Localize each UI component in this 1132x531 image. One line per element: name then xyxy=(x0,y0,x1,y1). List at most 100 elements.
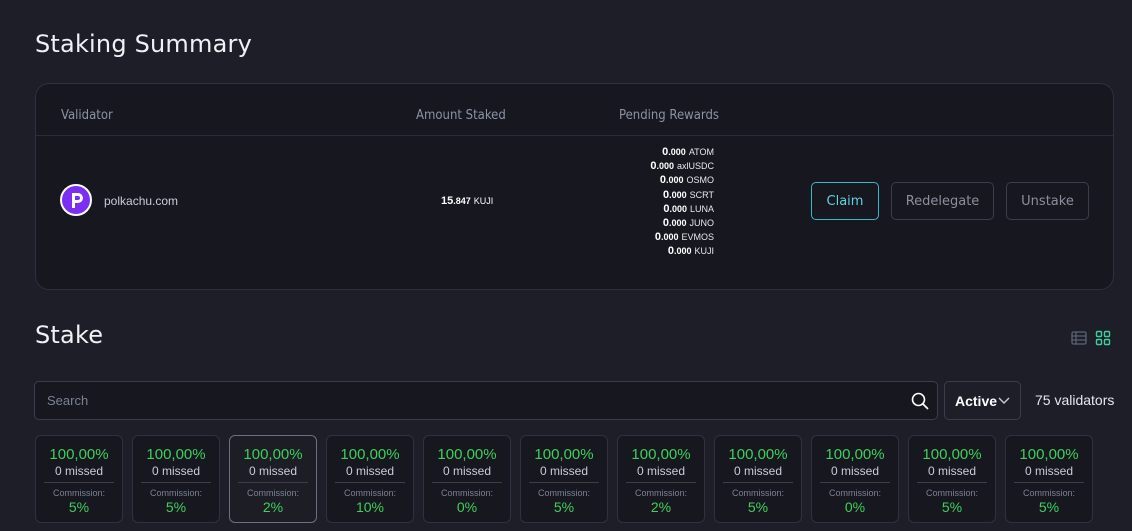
missed-blocks: 0 missed xyxy=(733,464,783,478)
reward-line: 0.000 JUNO xyxy=(650,216,714,230)
polkachu-logo-icon xyxy=(72,193,83,208)
uptime-value: 100,00% xyxy=(146,446,206,463)
commission-value: 5% xyxy=(941,499,963,515)
commission-value: 5% xyxy=(1038,499,1060,515)
commission-value: 5% xyxy=(747,499,769,515)
status-filter-select[interactable]: Active xyxy=(944,381,1021,420)
reward-decimal: .000 xyxy=(669,203,687,214)
redelegate-button[interactable]: Redelegate xyxy=(891,182,994,220)
reward-integer: 0 xyxy=(662,146,669,158)
reward-integer: 0 xyxy=(667,245,674,258)
uptime-value: 100,00% xyxy=(1019,446,1079,463)
missed-blocks: 0 missed xyxy=(442,464,492,478)
amount-decimal: .847 xyxy=(453,196,471,206)
unstake-button[interactable]: Unstake xyxy=(1006,182,1089,220)
validator-card[interactable]: 100,00% 0 missed Commission: 5% xyxy=(908,435,996,523)
commission-value: 0% xyxy=(456,499,478,515)
search-input[interactable] xyxy=(47,382,897,419)
reward-integer: 0 xyxy=(663,188,670,201)
validator-card[interactable]: 100,00% 0 missed Commission: 2% xyxy=(617,435,705,523)
uptime-value: 100,00% xyxy=(49,446,109,463)
uptime-value: 100,00% xyxy=(922,446,982,463)
validator-card[interactable]: 100,00% 0 missed Commission: 5% xyxy=(1005,435,1093,523)
commission-label: Commission: xyxy=(440,488,493,498)
staking-summary-card: Validator Amount Staked Pending Rewards … xyxy=(35,83,1114,290)
reward-denom: KUJI xyxy=(694,246,714,257)
commission-label: Commission: xyxy=(246,488,299,498)
validator-card[interactable]: 100,00% 0 missed Commission: 5% xyxy=(714,435,802,523)
commission-value: 5% xyxy=(553,499,575,515)
commission-label: Commission: xyxy=(925,488,978,498)
validator-card[interactable]: 100,00% 0 missed Commission: 10% xyxy=(326,435,414,523)
reward-decimal: .000 xyxy=(665,175,684,186)
missed-blocks: 0 missed xyxy=(830,464,880,478)
card-divider xyxy=(917,482,987,483)
reward-line: 0.000 EVMOS xyxy=(650,230,714,244)
search-box xyxy=(34,381,938,420)
reward-decimal: .000 xyxy=(668,147,686,157)
uptime-value: 100,00% xyxy=(437,446,497,463)
uptime-value: 100,00% xyxy=(631,446,691,463)
card-divider xyxy=(335,482,405,483)
commission-value: 5% xyxy=(165,499,187,515)
reward-decimal: .000 xyxy=(660,232,679,243)
reward-line: 0.000 OSMO xyxy=(650,173,714,187)
validator-card[interactable]: 100,00% 0 missed Commission: 0% xyxy=(811,435,899,523)
missed-blocks: 0 missed xyxy=(927,464,977,478)
card-divider xyxy=(44,482,114,483)
uptime-value: 100,00% xyxy=(825,446,885,463)
card-divider xyxy=(432,482,502,483)
stake-title: Stake xyxy=(35,321,104,349)
reward-integer: 0 xyxy=(659,174,666,187)
uptime-value: 100,00% xyxy=(340,446,400,463)
reward-decimal: .000 xyxy=(668,218,687,229)
pending-rewards-column-header: Pending Rewards xyxy=(619,108,720,123)
commission-label: Commission: xyxy=(731,488,784,498)
validator-name[interactable]: polkachu.com xyxy=(104,194,179,208)
card-divider xyxy=(723,482,793,483)
uptime-value: 100,00% xyxy=(243,446,303,463)
validator-column-header: Validator xyxy=(61,108,113,123)
card-divider xyxy=(141,482,211,483)
reward-denom: OSMO xyxy=(686,175,714,186)
staking-summary-title: Staking Summary xyxy=(35,30,252,58)
commission-value: 2% xyxy=(650,499,672,515)
commission-label: Commission: xyxy=(149,488,202,498)
missed-blocks: 0 missed xyxy=(151,464,201,478)
reward-decimal: .000 xyxy=(673,246,692,257)
view-toggle xyxy=(1071,330,1111,346)
commission-label: Commission: xyxy=(343,488,396,498)
missed-blocks: 0 missed xyxy=(54,464,104,478)
list-view-icon[interactable] xyxy=(1071,330,1087,346)
reward-denom: JUNO xyxy=(689,218,715,229)
commission-value: 0% xyxy=(844,499,866,515)
amount-unit: KUJI xyxy=(473,196,494,206)
commission-value: 2% xyxy=(262,499,284,515)
chevron-down-icon xyxy=(998,397,1010,404)
commission-label: Commission: xyxy=(537,488,590,498)
commission-value: 10% xyxy=(355,499,385,515)
amount-staked-value: 15.847 KUJI xyxy=(441,195,493,207)
amount-staked-column-header: Amount Staked xyxy=(416,108,506,123)
validator-avatar xyxy=(60,184,92,216)
commission-label: Commission: xyxy=(634,488,687,498)
reward-line: 0.000 ATOM xyxy=(650,145,714,159)
validator-card[interactable]: 100,00% 0 missed Commission: 2% xyxy=(229,435,317,523)
reward-line: 0.000 KUJI xyxy=(650,244,714,258)
validator-card[interactable]: 100,00% 0 missed Commission: 5% xyxy=(520,435,608,523)
grid-view-icon[interactable] xyxy=(1095,330,1111,346)
missed-blocks: 0 missed xyxy=(539,464,589,478)
validator-card[interactable]: 100,00% 0 missed Commission: 5% xyxy=(35,435,123,523)
reward-decimal: .000 xyxy=(656,161,674,172)
validator-card[interactable]: 100,00% 0 missed Commission: 5% xyxy=(132,435,220,523)
uptime-value: 100,00% xyxy=(534,446,594,463)
search-icon[interactable] xyxy=(911,392,929,410)
missed-blocks: 0 missed xyxy=(345,464,395,478)
reward-line: 0.000 axlUSDC xyxy=(650,159,714,173)
reward-denom: EVMOS xyxy=(681,232,714,243)
reward-integer: 0 xyxy=(662,217,669,230)
claim-button[interactable]: Claim xyxy=(811,182,879,220)
commission-label: Commission: xyxy=(828,488,881,498)
summary-table-header: Validator Amount Staked Pending Rewards xyxy=(36,84,1113,136)
validator-card[interactable]: 100,00% 0 missed Commission: 0% xyxy=(423,435,511,523)
